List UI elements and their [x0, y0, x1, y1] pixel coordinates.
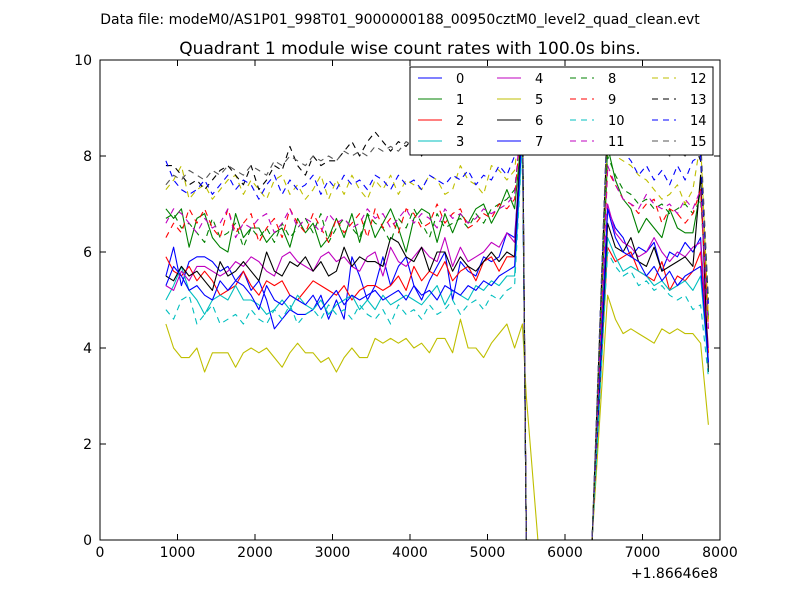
y-tick-label: 8	[83, 149, 92, 165]
legend-label-9: 9	[608, 93, 616, 108]
legend-label-8: 8	[608, 72, 616, 87]
series-line-6	[165, 112, 709, 541]
legend-label-2: 2	[456, 114, 464, 129]
series-line-9	[165, 107, 709, 541]
y-tick-label: 0	[83, 533, 92, 549]
legend-label-13: 13	[690, 93, 707, 108]
x-tick-label: 8000	[702, 545, 738, 561]
legend-label-7: 7	[535, 135, 543, 150]
legend-label-15: 15	[690, 135, 707, 150]
legend-label-4: 4	[535, 72, 543, 87]
series-line-10	[165, 141, 709, 541]
x-tick-label: 1000	[160, 545, 196, 561]
plot-frame	[99, 59, 721, 541]
legend-box	[409, 66, 714, 156]
y-tick-label: 4	[83, 341, 92, 357]
chart-title: Quadrant 1 module wise count rates with …	[179, 39, 640, 59]
x-tick-label: 6000	[547, 545, 583, 561]
x-tick-label: 2000	[237, 545, 273, 561]
series-line-4	[165, 121, 709, 541]
legend-label-11: 11	[608, 135, 625, 150]
y-tick-label: 10	[74, 53, 92, 69]
x-tick-label: 3000	[315, 545, 351, 561]
legend-label-0: 0	[456, 72, 464, 87]
figure-suptitle: Data file: modeM0/AS1P01_998T01_90000001…	[100, 12, 700, 28]
y-tick-label: 2	[83, 437, 92, 453]
y-tick-label: 6	[83, 245, 92, 261]
legend-label-12: 12	[690, 72, 707, 87]
x-tick-label: 7000	[625, 545, 661, 561]
series-line-11	[165, 102, 709, 541]
legend-label-6: 6	[535, 114, 543, 129]
series-line-5	[165, 294, 709, 541]
legend-label-1: 1	[456, 93, 464, 108]
legend-label-14: 14	[690, 114, 707, 129]
legend-label-3: 3	[456, 135, 464, 150]
series-line-2	[165, 131, 709, 541]
x-offset-label: +1.86646e8	[631, 566, 718, 582]
x-tick-label: 0	[96, 545, 105, 561]
x-tick-label: 5000	[470, 545, 506, 561]
legend-label-5: 5	[535, 93, 543, 108]
x-tick-label: 4000	[392, 545, 428, 561]
series-line-8	[165, 117, 709, 541]
legend-label-10: 10	[608, 114, 625, 129]
series-line-7	[165, 126, 709, 541]
